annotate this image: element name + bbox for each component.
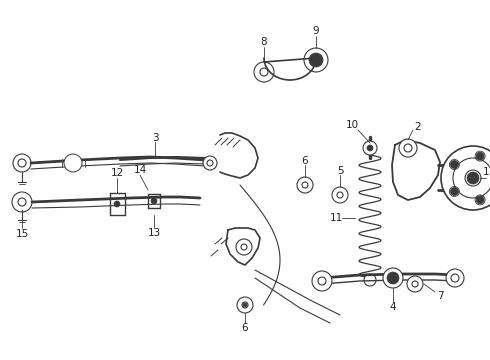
Circle shape [302,182,308,188]
Text: 6: 6 [242,323,248,333]
Circle shape [304,48,328,72]
Circle shape [412,281,418,287]
Circle shape [450,161,458,168]
Circle shape [337,192,343,198]
Circle shape [318,277,326,285]
Circle shape [399,139,417,157]
Text: 13: 13 [147,228,161,238]
Circle shape [441,146,490,210]
Circle shape [450,188,458,195]
Circle shape [389,274,397,282]
Circle shape [476,152,484,160]
Circle shape [260,68,268,76]
Circle shape [64,154,82,172]
Circle shape [18,198,26,206]
Circle shape [12,192,32,212]
Circle shape [311,55,321,65]
Circle shape [453,158,490,198]
Text: 5: 5 [337,166,343,176]
Circle shape [254,62,274,82]
Circle shape [451,274,459,282]
Circle shape [332,187,348,203]
Circle shape [203,156,217,170]
Circle shape [367,145,373,151]
Circle shape [114,201,120,207]
Circle shape [387,272,399,284]
Circle shape [309,53,323,67]
Text: 14: 14 [133,165,147,175]
Circle shape [151,198,157,204]
Text: 6: 6 [302,156,308,166]
Text: 15: 15 [15,229,28,239]
Text: 8: 8 [261,37,268,47]
Circle shape [312,271,332,291]
Circle shape [363,141,377,155]
Text: 9: 9 [313,26,319,36]
Circle shape [243,303,247,307]
Circle shape [13,154,31,172]
Circle shape [465,170,481,186]
Text: 4: 4 [390,302,396,312]
Text: 1: 1 [483,167,490,177]
Text: 3: 3 [152,133,158,143]
Circle shape [446,269,464,287]
Text: 12: 12 [110,168,123,178]
Circle shape [476,196,484,204]
Circle shape [467,172,479,184]
Circle shape [241,244,247,250]
Circle shape [404,144,412,152]
Circle shape [364,274,376,286]
Circle shape [207,160,213,166]
Circle shape [297,177,313,193]
Circle shape [236,239,252,255]
Circle shape [383,268,403,288]
Text: 7: 7 [437,291,443,301]
Circle shape [242,302,248,308]
Text: 11: 11 [329,213,343,223]
Circle shape [237,297,253,313]
Text: 2: 2 [415,122,421,132]
Circle shape [407,276,423,292]
Text: 10: 10 [345,120,359,130]
Circle shape [18,159,26,167]
